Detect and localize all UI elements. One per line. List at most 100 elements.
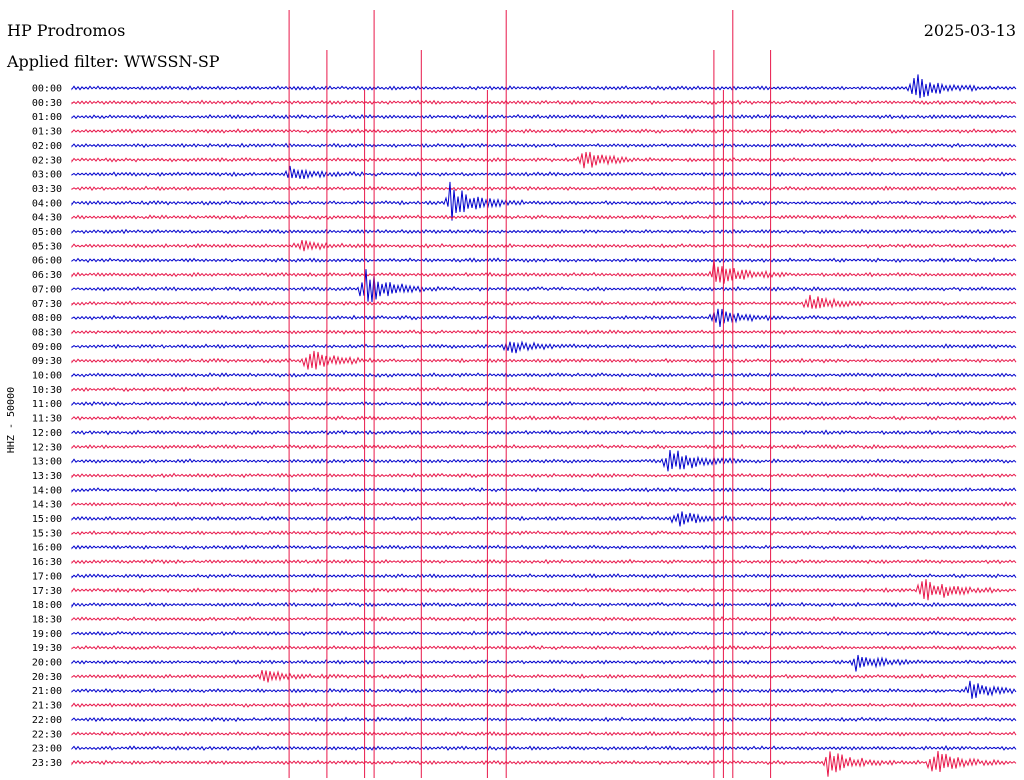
trace-row <box>71 350 1017 370</box>
trace-row <box>71 142 1017 149</box>
row-label: 10:00 <box>32 371 62 382</box>
row-label: 14:30 <box>32 500 62 511</box>
row-label: 13:30 <box>32 471 62 482</box>
date-label: 2025-03-13 <box>923 21 1016 40</box>
trace-row <box>71 386 1017 393</box>
trace-row <box>71 113 1017 120</box>
row-label: 16:30 <box>32 557 62 568</box>
trace-row <box>71 511 1017 527</box>
row-label: 02:30 <box>32 155 62 166</box>
trace-row <box>71 294 1017 309</box>
trace-row <box>71 644 1017 651</box>
row-label: 15:00 <box>32 514 62 525</box>
row-label: 08:00 <box>32 313 62 324</box>
row-label: 11:30 <box>32 414 62 425</box>
row-label: 12:30 <box>32 442 62 453</box>
trace-row <box>71 415 1017 421</box>
trace-row <box>71 654 1017 672</box>
filter-label: Applied filter: WWSSN-SP <box>7 52 220 71</box>
trace-row <box>71 214 1017 220</box>
row-label: 16:00 <box>32 543 62 554</box>
trace-row <box>71 601 1017 609</box>
trace-row <box>71 669 1017 683</box>
row-label: 18:30 <box>32 614 62 625</box>
trace-row <box>71 745 1017 752</box>
trace-row <box>71 630 1017 637</box>
trace-row <box>71 449 1017 472</box>
row-label: 01:00 <box>32 112 62 123</box>
trace-row <box>71 680 1017 699</box>
trace-row <box>71 308 1017 328</box>
trace-row <box>71 751 1017 777</box>
trace-row <box>71 573 1017 579</box>
trace-row <box>71 558 1017 565</box>
row-label: 18:00 <box>32 600 62 611</box>
row-label: 03:00 <box>32 170 62 181</box>
row-label: 17:30 <box>32 586 62 597</box>
trace-row <box>71 443 1017 450</box>
row-label: 22:30 <box>32 729 62 740</box>
row-label: 10:30 <box>32 385 62 396</box>
trace-row <box>71 400 1017 407</box>
row-label: 00:30 <box>32 98 62 109</box>
row-label: 00:00 <box>32 84 62 95</box>
row-label: 03:30 <box>32 184 62 195</box>
row-label: 14:00 <box>32 485 62 496</box>
trace-row <box>71 616 1017 622</box>
row-label: 08:30 <box>32 327 62 338</box>
row-label: 02:00 <box>32 141 62 152</box>
row-label: 05:30 <box>32 241 62 252</box>
row-label: 19:30 <box>32 643 62 654</box>
trace-row <box>71 239 1017 252</box>
trace-row <box>71 257 1017 264</box>
row-label: 23:30 <box>32 758 62 769</box>
row-label: 09:30 <box>32 356 62 367</box>
trace-row <box>71 99 1017 106</box>
row-label: 04:00 <box>32 198 62 209</box>
row-label: 21:00 <box>32 686 62 697</box>
trace-row <box>71 269 1017 303</box>
trace-row <box>71 472 1017 479</box>
row-label: 06:30 <box>32 270 62 281</box>
trace-row <box>71 429 1017 436</box>
trace-row <box>71 372 1017 378</box>
trace-row <box>71 151 1017 169</box>
trace-row <box>71 702 1017 708</box>
row-label: 20:30 <box>32 672 62 683</box>
trace-row <box>71 730 1017 737</box>
row-label: 15:30 <box>32 528 62 539</box>
row-label: 06:00 <box>32 256 62 267</box>
row-label: 04:30 <box>32 213 62 224</box>
y-axis-label: HHZ - 50000 <box>6 387 17 453</box>
row-label: 07:30 <box>32 299 62 310</box>
station-title: HP Prodromos <box>7 21 126 40</box>
trace-row <box>71 716 1017 723</box>
trace-row <box>71 74 1017 99</box>
trace-row <box>71 259 1017 284</box>
row-label: 12:00 <box>32 428 62 439</box>
trace-row <box>71 579 1017 601</box>
row-label: 05:00 <box>32 227 62 238</box>
row-label: 11:00 <box>32 399 62 410</box>
row-label: 23:00 <box>32 744 62 755</box>
row-label: 21:30 <box>32 701 62 712</box>
trace-row <box>71 329 1017 335</box>
row-label: 09:00 <box>32 342 62 353</box>
row-label: 22:00 <box>32 715 62 726</box>
row-label: 01:30 <box>32 127 62 138</box>
trace-row <box>71 181 1017 221</box>
trace-row <box>71 486 1017 493</box>
trace-row <box>71 185 1017 192</box>
trace-row <box>71 165 1017 180</box>
trace-row <box>71 128 1017 134</box>
trace-row <box>71 530 1017 536</box>
trace-row <box>71 340 1017 354</box>
row-label: 13:00 <box>32 457 62 468</box>
trace-row <box>71 501 1017 507</box>
trace-row <box>71 544 1017 550</box>
row-label: 20:00 <box>32 658 62 669</box>
row-label: 17:00 <box>32 571 62 582</box>
row-label: 19:00 <box>32 629 62 640</box>
row-label: 07:00 <box>32 284 62 295</box>
